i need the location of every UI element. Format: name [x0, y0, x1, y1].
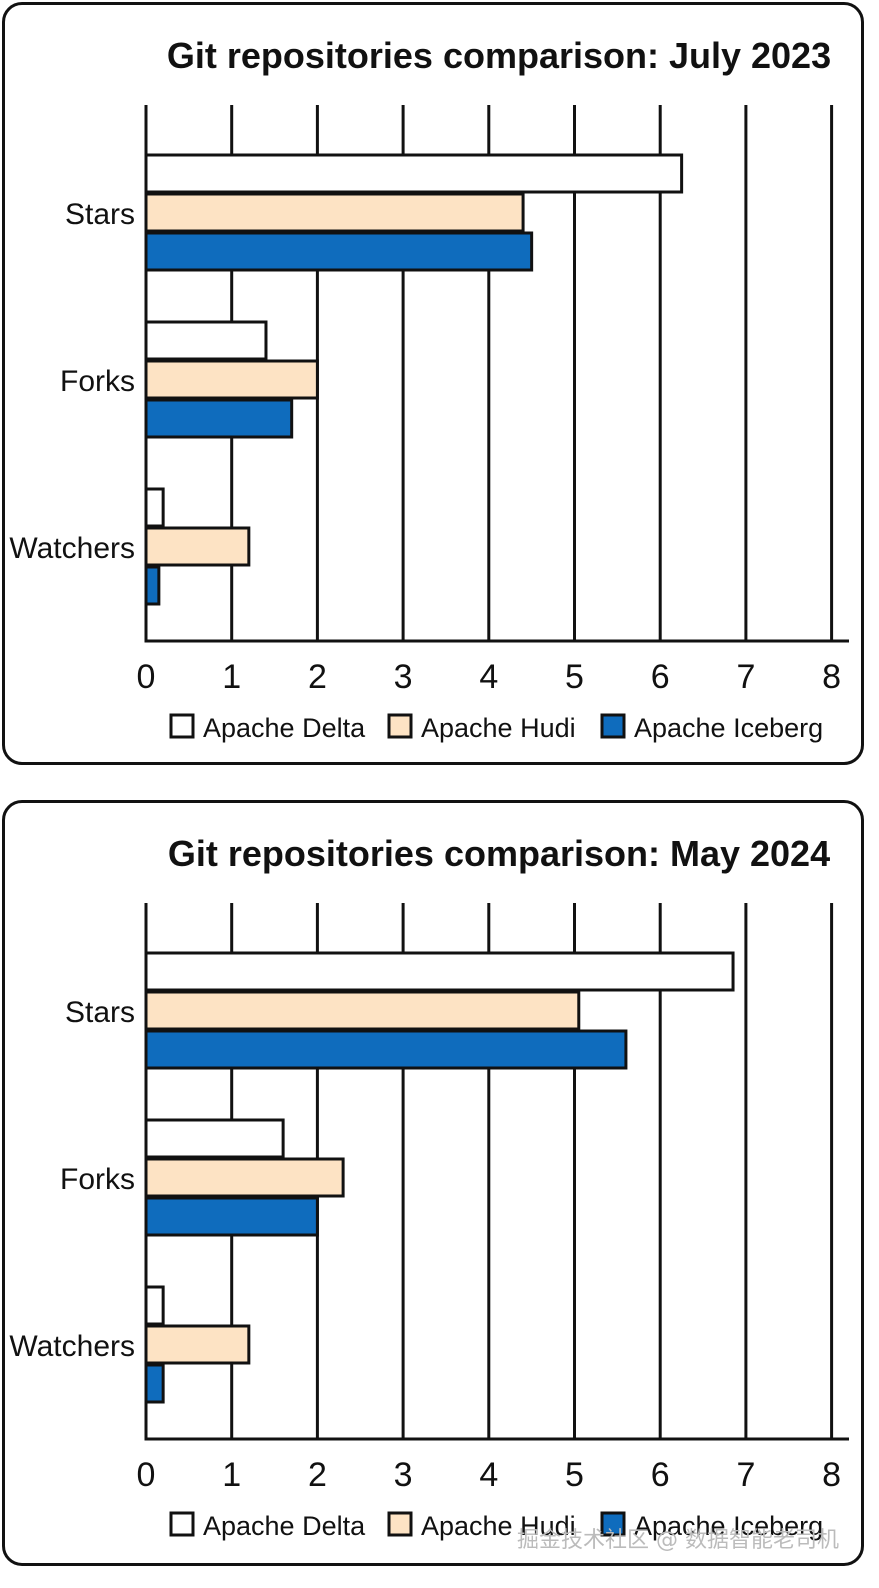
x-tick-label-7: 7 [736, 1456, 755, 1494]
legend-swatch-apache-hudi [387, 1511, 413, 1537]
bar-watchers-apache-delta [144, 487, 165, 528]
chart-svg-may-2024: Git repositories comparison: May 2024 Sta… [9, 833, 849, 1541]
x-tick-label-3: 3 [394, 1456, 413, 1494]
bar-forks-apache-iceberg [144, 398, 294, 439]
x-tick-label-5: 5 [565, 1456, 584, 1494]
category-label-forks: Forks [60, 365, 135, 398]
bar-forks-apache-hudi [144, 1157, 345, 1198]
x-tick-label-6: 6 [651, 658, 670, 696]
x-tick-label-2: 2 [308, 1456, 327, 1494]
bar-watchers-apache-delta [144, 1285, 165, 1326]
bar-stars-apache-iceberg [144, 231, 534, 272]
bar-forks-apache-delta [144, 320, 268, 361]
bar-watchers-apache-iceberg [144, 1363, 165, 1404]
legend-label-apache-delta: Apache Delta [203, 1511, 366, 1541]
x-tick-label-4: 4 [479, 658, 498, 696]
chart-title: Git repositories comparison: July 2023 [167, 35, 831, 76]
x-tick-label-7: 7 [736, 658, 755, 696]
legend-swatch-apache-iceberg [600, 713, 626, 739]
chart-title: Git repositories comparison: May 2024 [168, 833, 830, 874]
chart-panel-july-2023: Git repositories comparison: July 2023 St… [2, 2, 864, 765]
chart-panel-may-2024: Git repositories comparison: May 2024 Sta… [2, 800, 864, 1566]
bar-forks-apache-delta [144, 1118, 285, 1159]
x-tick-label-6: 6 [651, 1456, 670, 1494]
x-tick-label-3: 3 [394, 658, 413, 696]
bar-stars-apache-delta [144, 153, 684, 194]
bar-stars-apache-iceberg [144, 1029, 628, 1070]
x-tick-label-5: 5 [565, 658, 584, 696]
legend-label-apache-iceberg: Apache Iceberg [634, 1511, 823, 1541]
x-tick-label-0: 0 [137, 658, 156, 696]
bar-watchers-apache-iceberg [144, 565, 161, 606]
bar-stars-apache-hudi [144, 990, 581, 1031]
bar-forks-apache-hudi [144, 359, 319, 400]
legend-swatch-apache-hudi [387, 713, 413, 739]
legend-label-apache-hudi: Apache Hudi [421, 713, 576, 743]
legend-label-apache-delta: Apache Delta [203, 713, 366, 743]
bar-stars-apache-delta [144, 951, 735, 992]
bar-forks-apache-iceberg [144, 1196, 319, 1237]
legend-swatch-apache-iceberg [600, 1511, 626, 1537]
bar-watchers-apache-hudi [144, 526, 251, 567]
bar-watchers-apache-hudi [144, 1324, 251, 1365]
x-tick-label-1: 1 [222, 658, 241, 696]
legend-label-apache-hudi: Apache Hudi [421, 1511, 576, 1541]
legend-swatch-apache-delta [169, 713, 195, 739]
category-label-stars: Stars [65, 198, 135, 231]
category-label-stars: Stars [65, 996, 135, 1029]
x-tick-label-1: 1 [222, 1456, 241, 1494]
legend-label-apache-iceberg: Apache Iceberg [634, 713, 823, 743]
x-tick-label-4: 4 [479, 1456, 498, 1494]
x-tick-label-8: 8 [822, 1456, 841, 1494]
category-label-watchers: Watchers [9, 1330, 135, 1363]
category-label-watchers: Watchers [9, 532, 135, 565]
x-tick-label-8: 8 [822, 658, 841, 696]
bar-stars-apache-hudi [144, 192, 525, 233]
legend-swatch-apache-delta [169, 1511, 195, 1537]
chart-svg-july-2023: Git repositories comparison: July 2023 St… [9, 35, 849, 743]
x-tick-label-0: 0 [137, 1456, 156, 1494]
watermark-text: 掘金技术社区 @ 数据智能老司机 [517, 1528, 839, 1553]
category-label-forks: Forks [60, 1163, 135, 1196]
x-tick-label-2: 2 [308, 658, 327, 696]
